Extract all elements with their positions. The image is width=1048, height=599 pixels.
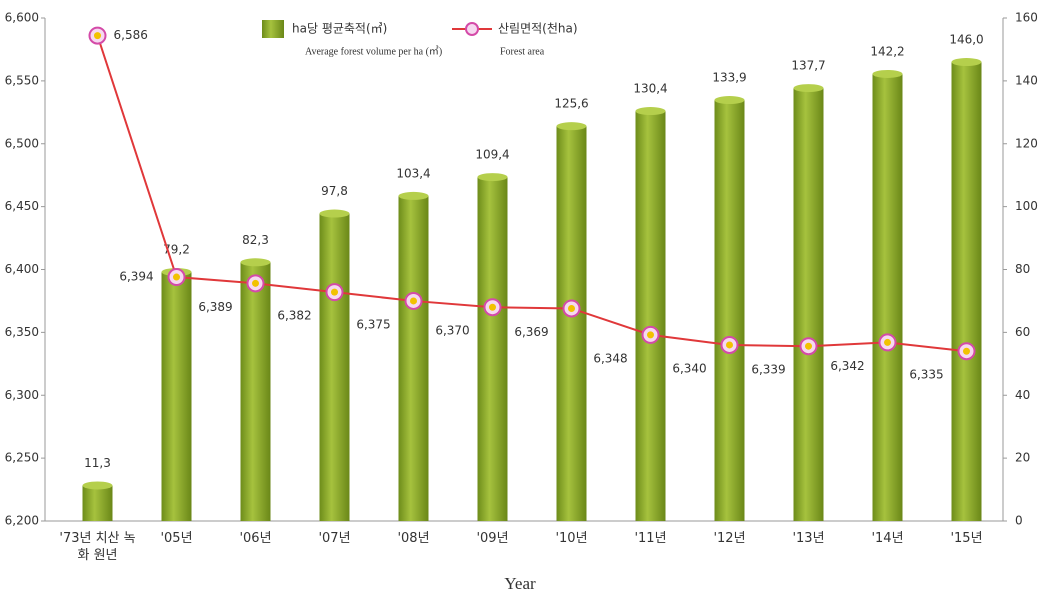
marker-dot (331, 288, 338, 296)
y2-tick-label: 120 (1015, 136, 1038, 150)
x-tick-label: '10년 (555, 531, 588, 546)
y-tick-label: 6,350 (5, 325, 39, 339)
x-tick-label: '06년 (239, 531, 272, 546)
bar-cap (872, 69, 903, 78)
x-tick-label: '11년 (634, 531, 667, 546)
x-tick-label: '73년 치산 녹화 원년 (59, 531, 136, 563)
marker-dot (805, 342, 812, 350)
y-tick-label: 6,300 (5, 388, 39, 402)
line-value-label: 6,586 (114, 28, 148, 42)
bar (398, 195, 429, 521)
bar-value-label: 146,0 (949, 33, 983, 47)
marker-dot (647, 331, 654, 339)
marker-dot (489, 303, 496, 311)
x-tick-label: '07년 (318, 531, 351, 546)
bar-value-label: 11,3 (84, 456, 111, 470)
line-value-label: 6,375 (356, 317, 390, 331)
y2-tick-label: 20 (1015, 451, 1030, 465)
bar (161, 272, 192, 521)
bar (319, 213, 350, 521)
marker-dot (173, 273, 180, 281)
legend-label: 산림면적(천ha) (498, 21, 578, 36)
y-tick-label: 6,400 (5, 262, 39, 276)
y2-tick-label: 100 (1015, 199, 1038, 213)
line-value-label: 6,394 (119, 270, 153, 284)
x-tick-label: '05년 (160, 531, 193, 546)
x-tick-label: '12년 (713, 531, 746, 546)
bar (635, 111, 666, 522)
bar-value-label: 130,4 (633, 82, 667, 96)
line-value-label: 6,339 (751, 363, 785, 377)
bar-cap (477, 173, 508, 182)
bar-value-label: 109,4 (475, 148, 509, 162)
marker-dot (963, 347, 970, 355)
y-tick-label: 6,250 (5, 451, 39, 465)
x-tick-label: '15년 (950, 531, 983, 546)
legend-note: Forest area (500, 46, 545, 57)
line (96, 35, 967, 353)
bar-value-label: 125,6 (554, 97, 588, 111)
x-tick-label: '08년 (397, 531, 430, 546)
bar-cap (951, 58, 982, 67)
line-value-label: 6,340 (672, 361, 706, 375)
bar (872, 73, 903, 522)
line-value-label: 6,369 (514, 325, 548, 339)
y-tick-label: 6,450 (5, 199, 39, 213)
x-tick-label: '09년 (476, 531, 509, 546)
bar-cap (556, 122, 587, 131)
y2-tick-label: 40 (1015, 388, 1030, 402)
y2-tick-label: 140 (1015, 73, 1038, 87)
y2-tick-label: 60 (1015, 325, 1030, 339)
bar-cap (82, 481, 113, 490)
bar-value-label: 82,3 (242, 233, 269, 247)
y2-tick-label: 0 (1015, 514, 1023, 528)
bar-cap (714, 96, 745, 105)
bar (477, 177, 508, 522)
bar-value-label: 137,7 (791, 59, 825, 73)
bar-cap (793, 84, 824, 93)
bar (714, 100, 745, 521)
y-tick-label: 6,200 (5, 514, 39, 528)
bar-cap (319, 209, 350, 218)
line-value-label: 6,335 (909, 368, 943, 382)
line-value-label: 6,389 (198, 300, 232, 314)
bar-cap (635, 107, 666, 116)
line-value-label: 6,342 (830, 359, 864, 373)
y2-tick-label: 80 (1015, 262, 1030, 276)
legend-label: ha당 평균축적(㎥) (292, 22, 387, 36)
line-value-label: 6,348 (593, 351, 627, 365)
bar-value-label: 79,2 (163, 243, 190, 257)
y2-tick-label: 160 (1015, 11, 1038, 25)
bar (951, 62, 982, 521)
line-value-label: 6,370 (435, 324, 469, 338)
bar-cap (240, 258, 271, 267)
x-tick-label: '14년 (871, 531, 904, 546)
legend-marker (465, 22, 479, 36)
marker-dot (726, 341, 733, 349)
x-axis-label: Year (504, 574, 536, 593)
bar (556, 126, 587, 522)
y-tick-label: 6,500 (5, 136, 39, 150)
marker-dot (94, 32, 101, 40)
bar-value-label: 142,2 (870, 44, 904, 58)
y-tick-label: 6,600 (5, 11, 39, 25)
bar (793, 88, 824, 521)
bar-value-label: 103,4 (396, 166, 430, 180)
marker-dot (252, 279, 259, 287)
legend-note: Average forest volume per ha (㎥) (305, 44, 442, 57)
bar (82, 485, 113, 521)
bar-cap (398, 191, 429, 200)
x-tick-label: '13년 (792, 531, 825, 546)
marker-dot (410, 297, 417, 305)
bar-value-label: 97,8 (321, 184, 348, 198)
legend-swatch (262, 20, 284, 38)
bar (240, 262, 271, 521)
marker-dot (884, 338, 891, 346)
line-value-label: 6,382 (277, 309, 311, 323)
y-tick-label: 6,550 (5, 73, 39, 87)
marker-dot (568, 304, 575, 312)
bar-value-label: 133,9 (712, 71, 746, 85)
